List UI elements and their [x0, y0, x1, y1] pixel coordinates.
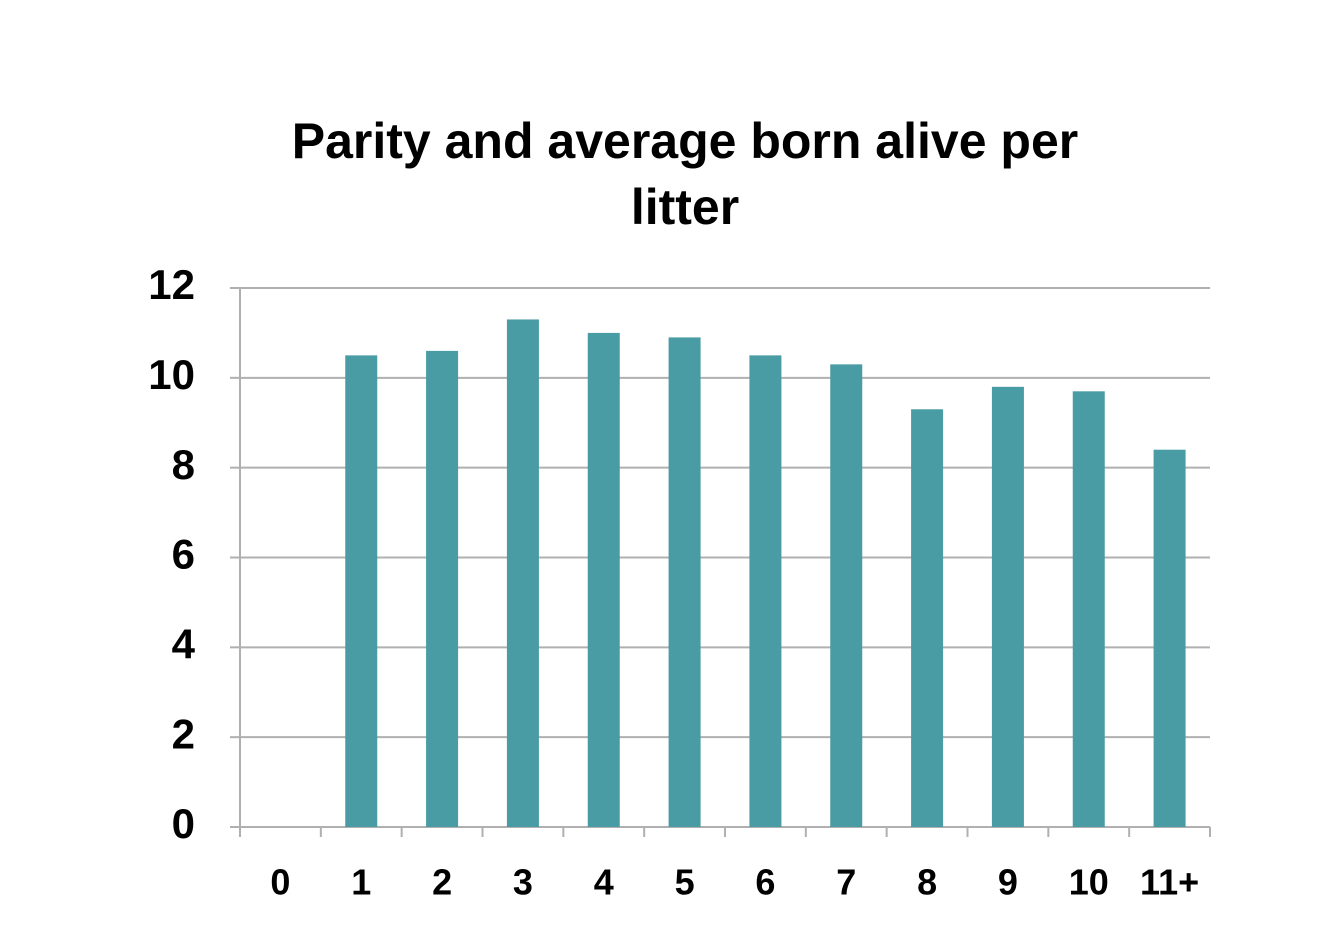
y-tick-label: 8	[172, 441, 195, 488]
y-tick-label: 4	[172, 620, 196, 667]
bar	[991, 386, 1024, 827]
bar	[1072, 391, 1105, 827]
bar	[345, 355, 378, 827]
x-tick-label: 1	[351, 862, 371, 903]
x-tick-label: 8	[917, 862, 937, 903]
x-tick-label: 3	[513, 862, 533, 903]
x-tick-label: 0	[270, 862, 290, 903]
bar	[587, 332, 620, 827]
y-tick-label: 12	[148, 261, 195, 308]
x-tick-label: 2	[432, 862, 452, 903]
x-tick-label: 10	[1069, 862, 1109, 903]
bar	[830, 364, 863, 827]
bar	[1153, 449, 1186, 827]
y-tick-label: 2	[172, 710, 195, 757]
y-tick-label: 6	[172, 531, 195, 578]
bar	[749, 355, 782, 827]
y-tick-label: 0	[172, 800, 195, 847]
x-tick-label: 9	[998, 862, 1018, 903]
bar	[668, 337, 701, 827]
bar	[426, 350, 459, 827]
x-tick-label: 7	[836, 862, 856, 903]
x-tick-label: 11+	[1140, 862, 1199, 903]
y-tick-label: 10	[148, 351, 195, 398]
bar	[911, 409, 944, 827]
bar	[506, 319, 539, 827]
x-tick-label: 6	[755, 862, 775, 903]
x-tick-label: 4	[594, 862, 614, 903]
x-tick-label: 5	[675, 862, 695, 903]
chart-title: Parity and average born alive per litter	[291, 113, 1079, 235]
